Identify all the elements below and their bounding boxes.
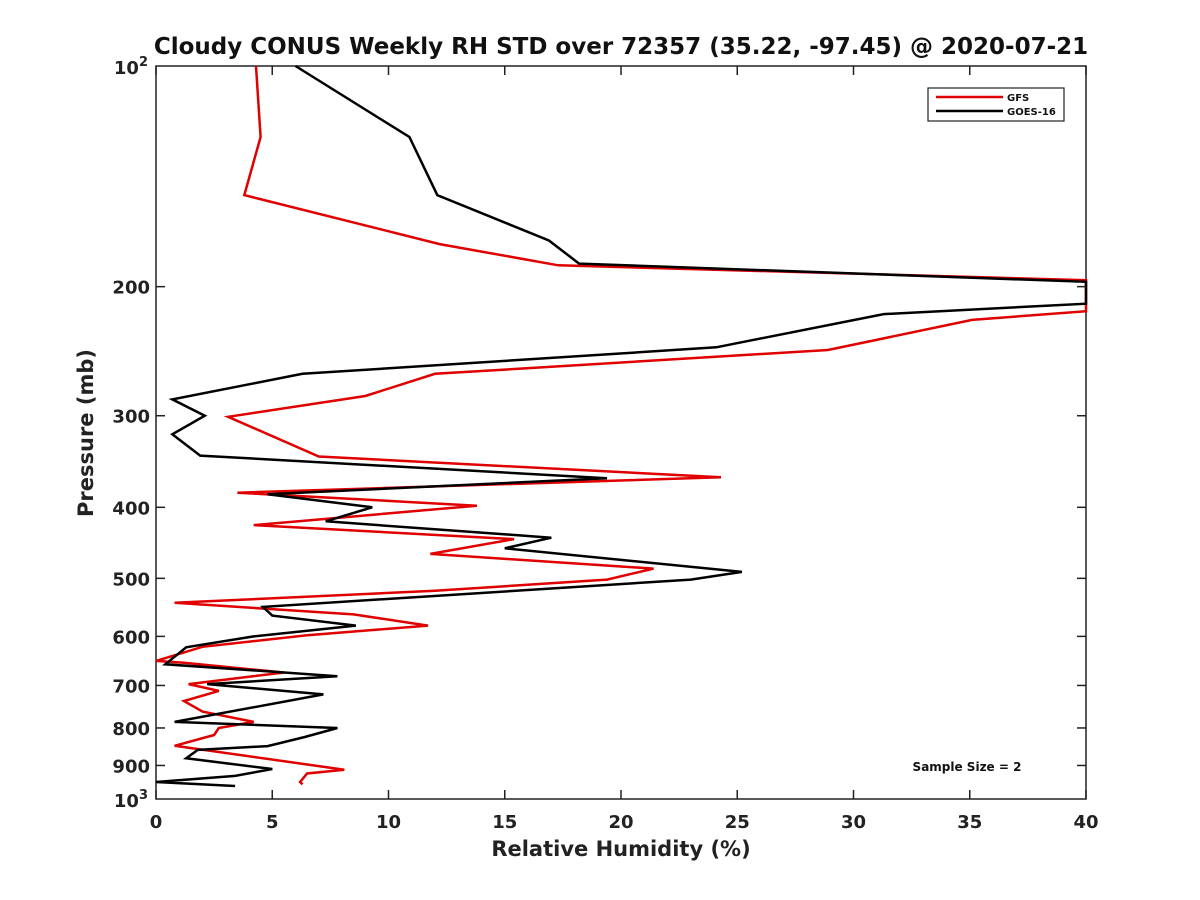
y-tick-label: 600 [112,627,150,648]
x-tick-label: 5 [266,812,279,833]
legend-label-gfs: GFS [1007,93,1029,104]
legend-label-goes16: GOES-16 [1007,107,1056,118]
x-tick-label: 20 [608,812,633,833]
x-tick-label: 10 [376,812,401,833]
y-tick-label: 900 [112,756,150,777]
legend-box [927,87,1065,122]
y-tick-label: 400 [112,498,150,519]
y-axis: 200 300 400 500 600 700 800 900 102 103 [112,55,1086,812]
x-tick-label: 35 [957,812,982,833]
chart-title: Cloudy CONUS Weekly RH STD over 72357 (3… [154,34,1088,60]
x-axis-label: Relative Humidity (%) [491,837,750,861]
series-layer [155,64,1088,788]
y-tick-label: 200 [112,278,150,299]
series-line-1 [155,64,1088,788]
x-tick-label: 40 [1073,812,1098,833]
x-tick-label: 0 [150,812,163,833]
y-decade-label: 103 [114,788,148,812]
sample-size-annotation: Sample Size = 2 [913,760,1022,774]
y-tick-label: 700 [112,676,150,697]
y-decade-label: 102 [114,55,148,79]
y-tick-label: 300 [112,407,150,428]
x-tick-label: 25 [725,812,750,833]
y-axis-label: Pressure (mb) [74,349,98,517]
x-axis: 0 5 10 15 20 25 30 35 40 [150,66,1099,833]
y-tick-label: 800 [112,719,150,740]
y-tick-label: 500 [112,569,150,590]
series-line-0 [155,65,1088,786]
x-tick-label: 30 [841,812,866,833]
x-tick-label: 15 [492,812,517,833]
legend: GFS GOES-16 [927,87,1065,122]
